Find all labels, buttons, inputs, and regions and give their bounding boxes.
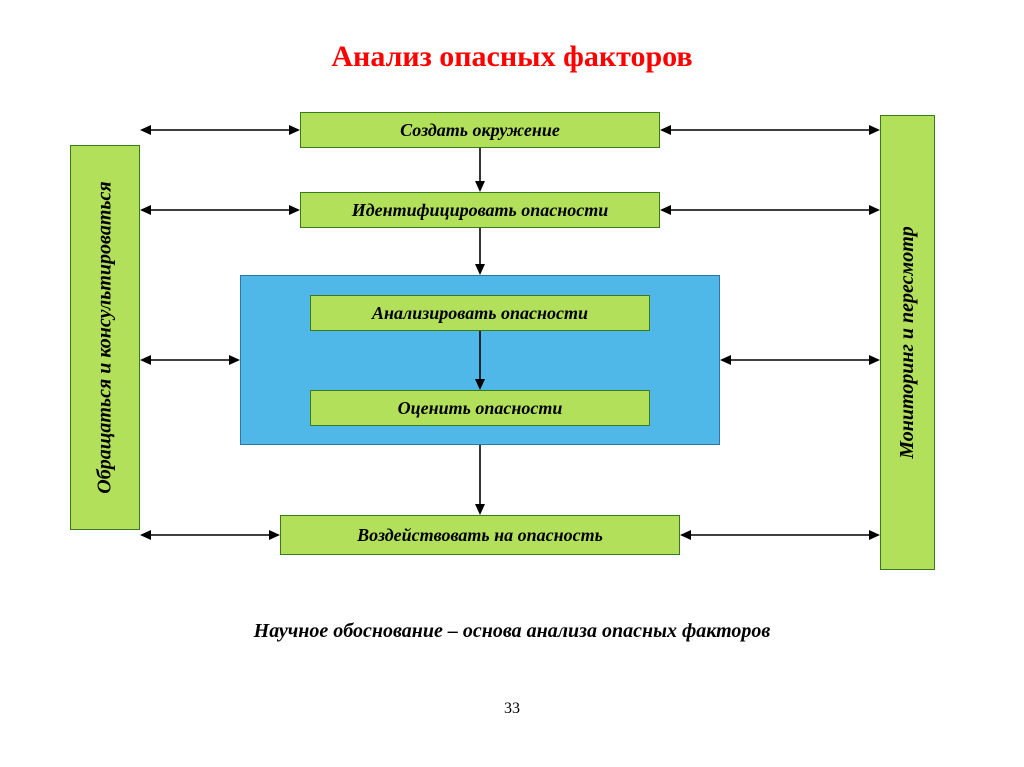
step-box-4: Оценить опасности [310, 390, 650, 426]
side-box-right: Мониторинг и пересмотр [880, 115, 935, 570]
step-box-2: Идентифицировать опасности [300, 192, 660, 228]
page-number: 33 [0, 700, 1024, 718]
page-title: Анализ опасных факторов [0, 40, 1024, 74]
caption-text: Научное обоснование – основа анализа опа… [0, 620, 1024, 643]
side-box-right-label: Мониторинг и пересмотр [896, 226, 919, 459]
side-box-left-label: Обращаться и консультироваться [94, 181, 117, 493]
step-box-1: Создать окружение [300, 112, 660, 148]
side-box-left: Обращаться и консультироваться [70, 145, 140, 530]
step-box-3: Анализировать опасности [310, 295, 650, 331]
step-box-5: Воздействовать на опасность [280, 515, 680, 555]
